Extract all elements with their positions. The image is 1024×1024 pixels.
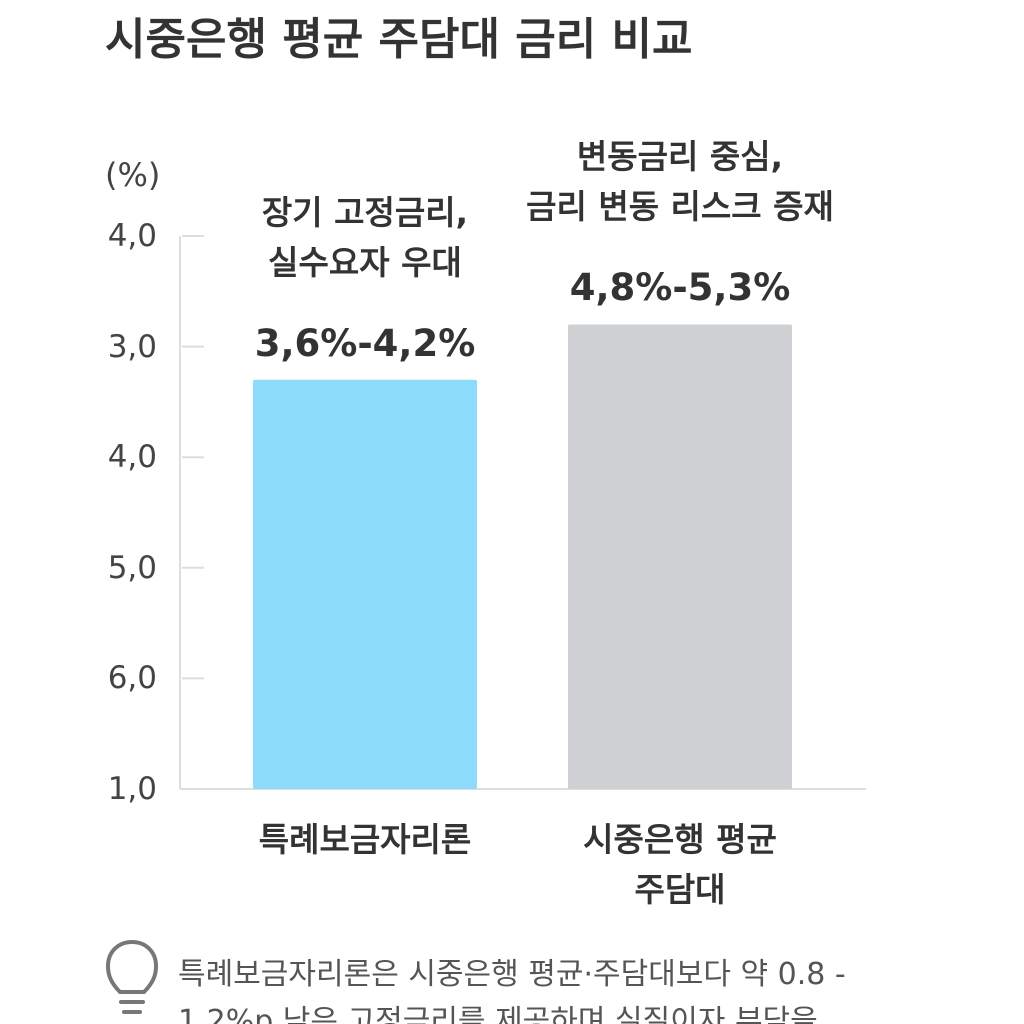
annotation: 장기 고정금리, 실수요자 우대 (261, 192, 469, 282)
x-tick-label: 특례보금자리론 (258, 820, 472, 859)
footnote: 특례보금자리론은 시중은행 평균·주담대보다 약 0.8 - 1.2%p 낮은 … (178, 957, 846, 1024)
y-axis-label: (%) (105, 156, 161, 194)
annotation: 변동금리 중심, 금리 변동 리스크 증재 (526, 137, 834, 227)
y-tick-label: 4,0 (107, 439, 157, 476)
y-tick-label: 6,0 (107, 660, 157, 697)
y-tick-label: 4,0 (107, 218, 157, 254)
bar (568, 324, 792, 789)
value-label: 3,6%-4,2% (254, 321, 476, 365)
value-label: 4,8%-5,3% (569, 266, 791, 310)
y-tick-label: 3,0 (107, 328, 157, 365)
chart-title: 시중은행 평균 주담대 금리 비교 (105, 14, 693, 65)
x-tick-label: 시중은행 평균 주담대 (583, 820, 777, 909)
y-tick-label: 5,0 (107, 549, 157, 586)
bulb-icon (105, 939, 159, 1014)
bar (253, 379, 477, 789)
y-tick-label: 1,0 (107, 771, 157, 807)
